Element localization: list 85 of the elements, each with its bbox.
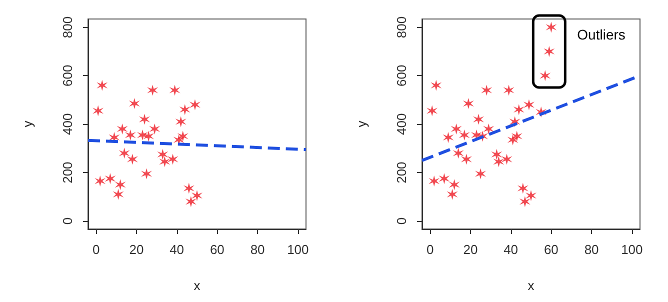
point xyxy=(448,179,460,190)
point xyxy=(481,84,492,96)
point xyxy=(124,130,136,141)
point xyxy=(185,196,196,208)
point xyxy=(460,154,472,165)
point xyxy=(493,156,504,168)
point xyxy=(147,84,158,96)
x-tick-label: 100 xyxy=(621,242,643,257)
y-tick-label: 200 xyxy=(394,162,409,184)
point xyxy=(507,134,518,146)
point xyxy=(169,84,180,96)
point xyxy=(462,98,474,110)
point xyxy=(430,80,442,91)
y-tick-label: 800 xyxy=(394,16,409,38)
point xyxy=(503,84,514,96)
point xyxy=(179,104,190,116)
y-tick-label: 200 xyxy=(60,162,75,184)
point xyxy=(442,132,454,143)
point xyxy=(540,70,551,82)
point xyxy=(517,182,528,194)
point xyxy=(519,196,530,208)
y-tick-label: 600 xyxy=(394,64,409,87)
point xyxy=(141,168,152,180)
x-tick-label: 60 xyxy=(544,242,558,257)
point xyxy=(116,123,128,134)
point xyxy=(139,114,150,125)
point xyxy=(544,46,555,57)
point xyxy=(450,123,462,134)
point xyxy=(183,182,194,194)
point xyxy=(446,188,458,200)
point xyxy=(137,130,148,141)
point xyxy=(523,99,534,110)
point xyxy=(167,154,178,165)
y-tick-label: 0 xyxy=(60,217,75,225)
point xyxy=(94,176,106,187)
point xyxy=(175,116,186,128)
point xyxy=(159,156,170,168)
point xyxy=(452,148,464,159)
point xyxy=(189,99,200,110)
x-tick-label: 40 xyxy=(504,242,518,257)
point xyxy=(177,130,188,142)
x-tick-label: 80 xyxy=(584,242,599,257)
point xyxy=(483,123,494,134)
point xyxy=(149,123,160,134)
y-tick-label: 800 xyxy=(60,16,75,38)
point xyxy=(513,104,524,116)
point xyxy=(438,173,450,184)
y-tick-label: 600 xyxy=(60,64,75,87)
point xyxy=(491,148,502,160)
point xyxy=(428,176,440,187)
x-tick-label: 60 xyxy=(210,242,224,257)
x-tick-label: 40 xyxy=(170,242,184,257)
point xyxy=(192,190,202,202)
point xyxy=(126,154,138,165)
point xyxy=(426,105,438,116)
point xyxy=(104,173,116,184)
y-axis-title: y xyxy=(20,120,35,128)
point xyxy=(511,130,522,142)
point xyxy=(458,130,470,141)
x-tick-label: 80 xyxy=(250,242,265,257)
x-tick-label: 20 xyxy=(129,242,144,257)
point xyxy=(473,114,484,125)
annotation: Outliers xyxy=(577,26,626,42)
x-tick-label: 0 xyxy=(92,242,100,257)
point xyxy=(112,188,124,200)
point xyxy=(118,148,130,159)
point xyxy=(475,168,486,180)
x-tick-label: 100 xyxy=(287,242,309,257)
point xyxy=(143,130,154,142)
x-axis-title: x xyxy=(194,278,201,293)
point xyxy=(526,190,536,202)
y-tick-label: 0 xyxy=(394,217,409,225)
point xyxy=(96,80,108,91)
point xyxy=(128,98,140,110)
x-tick-label: 20 xyxy=(463,242,478,257)
y-tick-label: 400 xyxy=(394,113,409,135)
point xyxy=(546,22,557,33)
point xyxy=(157,148,168,160)
x-axis-title: x xyxy=(528,278,535,293)
point xyxy=(501,154,512,165)
x-tick-label: 0 xyxy=(426,242,434,257)
point xyxy=(114,179,126,190)
y-tick-label: 400 xyxy=(60,113,75,135)
y-axis-title: y xyxy=(354,120,369,128)
point xyxy=(92,105,104,116)
